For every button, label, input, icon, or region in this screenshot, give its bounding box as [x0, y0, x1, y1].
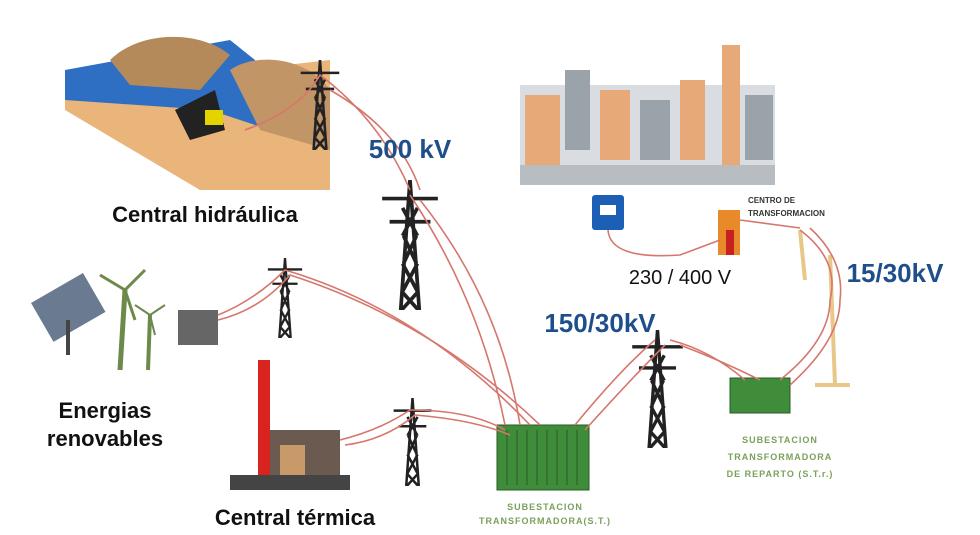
distribution-substation-label: TRANSFORMADORA [728, 452, 833, 462]
diagram: Central hidráulica Energias renovables C… [0, 0, 980, 535]
voltage-label: 15/30kV [847, 258, 945, 288]
substation-label: SUBESTACION [507, 502, 583, 512]
substation-label: TRANSFORMADORA(S.T.) [479, 516, 611, 526]
voltage-label: 150/30kV [544, 308, 656, 338]
tower [632, 330, 683, 448]
thermal-label: Central térmica [215, 505, 376, 530]
renewables [31, 270, 218, 370]
renewables-label: renovables [47, 426, 163, 451]
distribution-substation [730, 378, 790, 413]
distribution-substation-label: DE REPARTO (S.T.r.) [727, 469, 834, 479]
transformation-center-label: TRANSFORMACION [748, 209, 825, 218]
meter-display [600, 205, 616, 215]
substation [497, 425, 589, 490]
distribution-substation-label: SUBESTACION [742, 435, 818, 445]
pole [800, 230, 850, 385]
hydro-label: Central hidráulica [112, 202, 299, 227]
transformation-center-label: CENTRO DE [748, 196, 796, 205]
voltage-label: 230 / 400 V [629, 267, 732, 289]
hydro-plant [65, 37, 330, 190]
tower [394, 398, 432, 486]
voltage-label: 500 kV [369, 134, 452, 164]
tower [382, 180, 438, 310]
door [726, 230, 734, 255]
city [520, 45, 775, 185]
thermal-plant [230, 360, 350, 490]
renewables-label: Energias [59, 398, 152, 423]
